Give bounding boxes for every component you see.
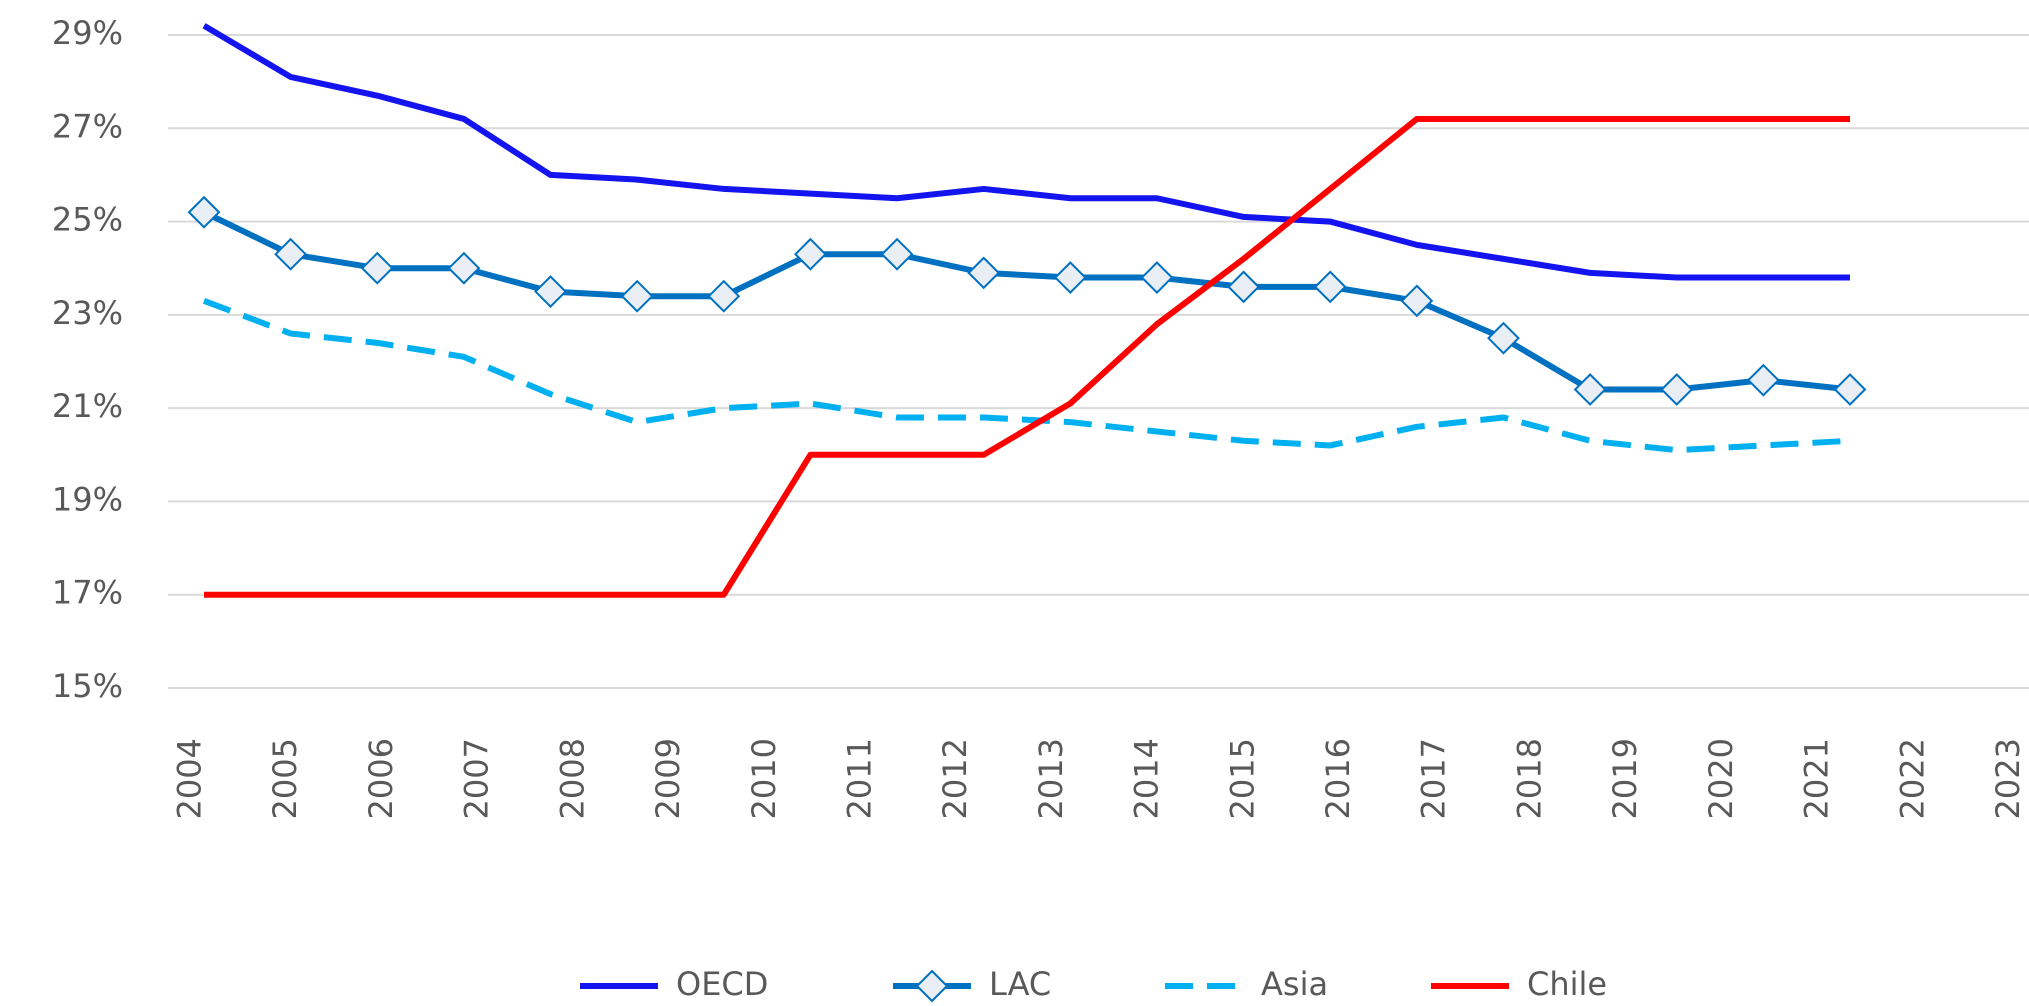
x-tick-label: 2010 [745, 738, 783, 819]
x-tick-label: 2018 [1510, 738, 1548, 819]
y-tick-label: 29% [52, 14, 123, 52]
x-tick-label: 2012 [936, 738, 974, 819]
data-marker [1746, 363, 1780, 397]
x-tick-label: 2006 [362, 738, 400, 819]
data-marker [274, 237, 308, 271]
x-tick-label: 2021 [1798, 738, 1836, 819]
data-marker [1313, 270, 1347, 304]
x-tick-label: 2016 [1319, 738, 1357, 819]
x-tick-label: 2023 [1989, 738, 2027, 819]
data-marker [447, 251, 481, 285]
series-line [204, 115, 1850, 598]
x-tick-label: 2015 [1223, 738, 1261, 819]
series-line [202, 298, 1851, 454]
legend-marker [915, 969, 949, 1003]
x-tick-label: 2020 [1702, 738, 1740, 819]
data-marker [1053, 261, 1087, 294]
y-tick-label: 23% [52, 294, 123, 332]
data-marker [1833, 373, 1867, 406]
data-marker [534, 275, 567, 308]
data-marker [880, 237, 914, 271]
x-tick-label: 2022 [1893, 738, 1931, 819]
legend-label: LAC [989, 965, 1051, 1002]
data-marker [187, 195, 221, 229]
y-tick-label: 25% [52, 201, 123, 239]
data-marker [1400, 284, 1434, 318]
x-tick-label: 2011 [840, 738, 878, 819]
y-tick-label: 21% [52, 387, 123, 425]
x-tick-label: 2013 [1032, 738, 1070, 819]
x-tick-label: 2009 [649, 738, 687, 819]
x-tick-label: 2008 [553, 738, 591, 819]
data-marker [1660, 373, 1694, 406]
data-marker [1573, 373, 1607, 406]
legend-label: Chile [1527, 965, 1607, 1002]
data-marker [794, 237, 827, 271]
x-tick-label: 2005 [266, 738, 304, 819]
data-marker [707, 279, 741, 313]
x-tick-label: 2004 [171, 738, 209, 819]
x-tick-label: 2014 [1128, 738, 1166, 819]
x-tick-label: 2017 [1415, 738, 1453, 819]
y-tick-label: 17% [52, 574, 123, 612]
legend-label: Asia [1261, 965, 1328, 1002]
x-tick-label: 2007 [458, 738, 496, 819]
data-marker [1487, 321, 1520, 355]
legend-label: OECD [676, 965, 768, 1002]
data-marker [360, 251, 394, 285]
y-tick-label: 15% [52, 667, 123, 705]
y-tick-label: 27% [52, 107, 123, 145]
data-marker [967, 256, 1001, 290]
x-tick-label: 2019 [1606, 738, 1644, 819]
data-marker [620, 279, 654, 313]
data-marker [1227, 270, 1260, 304]
y-tick-label: 19% [52, 480, 123, 518]
data-marker [1140, 261, 1174, 294]
series-line [202, 209, 1851, 393]
series-line [202, 23, 1850, 281]
